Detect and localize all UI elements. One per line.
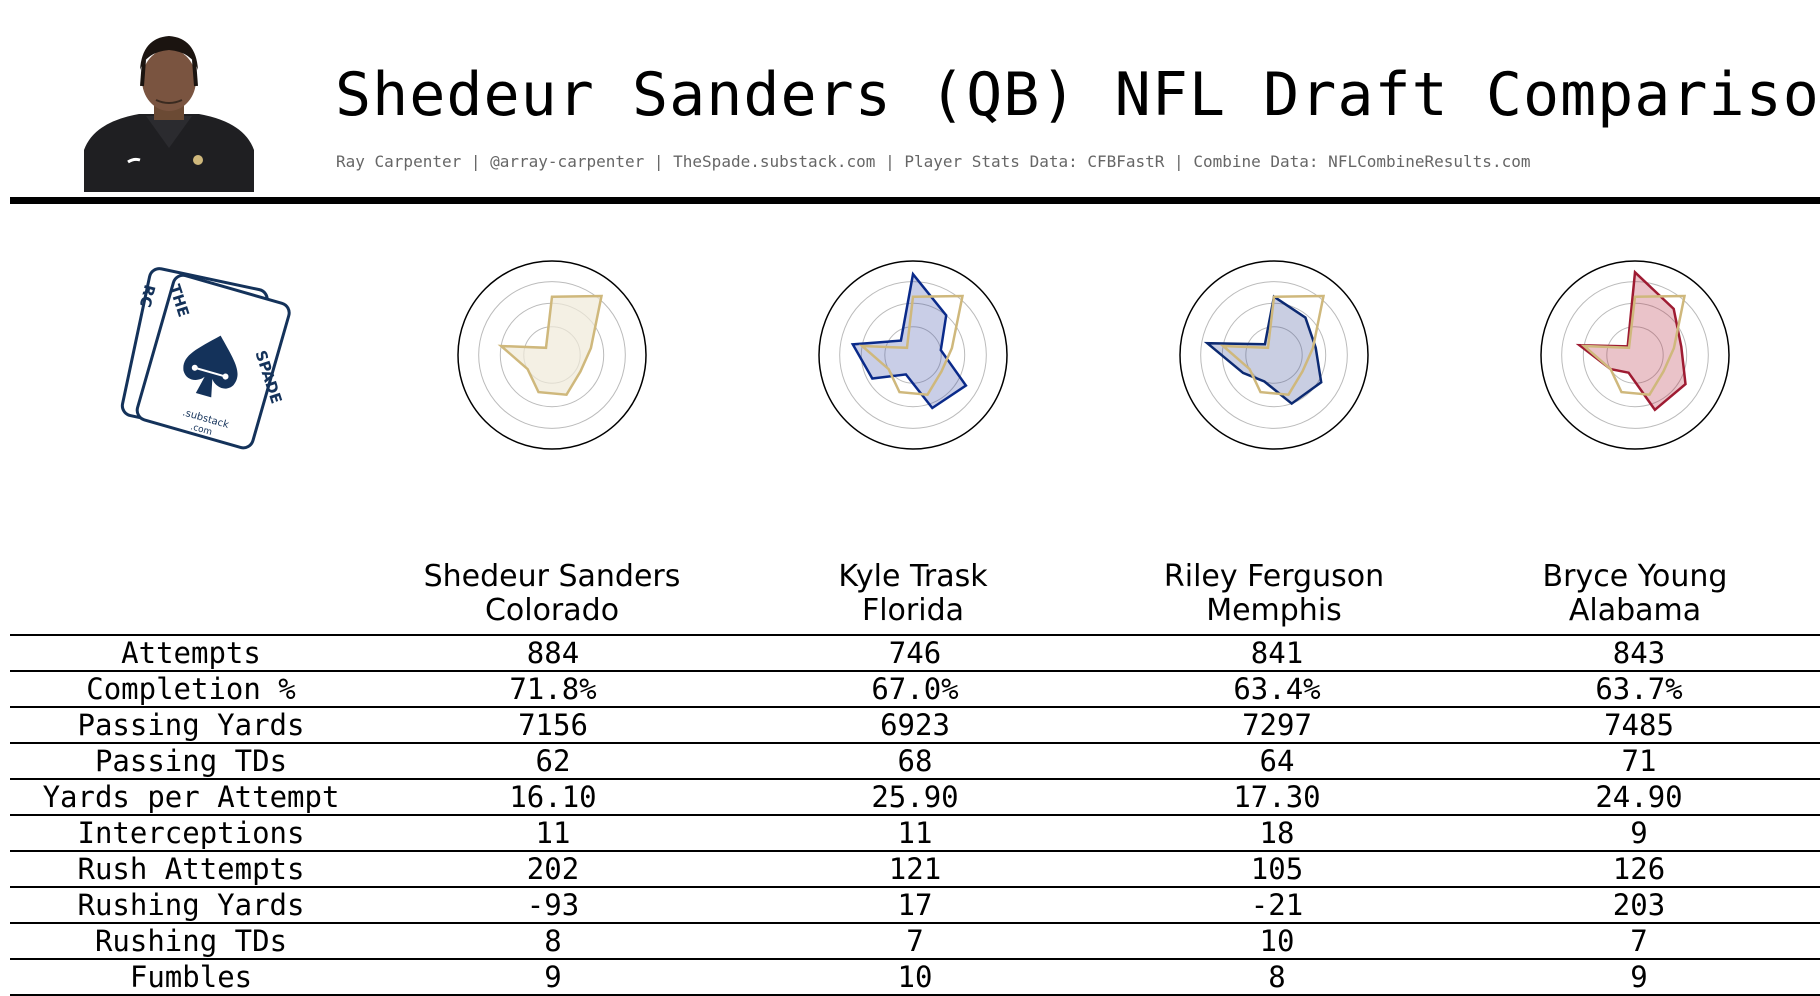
radar-series-sanders bbox=[1219, 294, 1326, 397]
table-row: Rushing Yards -93 17 -21 203 bbox=[10, 887, 1820, 924]
table-cell: 746 bbox=[734, 634, 1096, 672]
radar-outline bbox=[457, 260, 647, 450]
player-school: Memphis bbox=[1206, 593, 1342, 628]
table-cell: 18 bbox=[1096, 815, 1458, 852]
table-cell: 62 bbox=[372, 743, 734, 780]
table-cell: 7156 bbox=[372, 707, 734, 744]
table-cell: 841 bbox=[1096, 634, 1458, 672]
table-cell: 10 bbox=[1096, 923, 1458, 960]
table-cell: -93 bbox=[372, 887, 734, 924]
radar-series-sanders bbox=[497, 294, 604, 397]
table-cell: 7297 bbox=[1096, 707, 1458, 744]
table-cell: 7 bbox=[1458, 923, 1820, 960]
table-row: Yards per Attempt 16.10 25.90 17.30 24.90 bbox=[10, 779, 1820, 816]
table-cell: 67.0% bbox=[734, 671, 1096, 708]
player-school: Colorado bbox=[484, 593, 620, 628]
table-cell: 25.90 bbox=[734, 779, 1096, 816]
column-header-sanders: Shedeur Sanders Colorado bbox=[372, 560, 732, 628]
row-label: Rush Attempts bbox=[10, 851, 372, 888]
table-cell: 17 bbox=[734, 887, 1096, 924]
table-row: Completion % 71.8% 67.0% 63.4% 63.7% bbox=[10, 671, 1820, 708]
table-cell: 843 bbox=[1458, 634, 1820, 672]
table-cell: 71.8% bbox=[372, 671, 734, 708]
column-header-trask: Kyle Trask Florida bbox=[733, 560, 1093, 628]
row-label: Rushing Yards bbox=[10, 887, 372, 924]
player-school: Alabama bbox=[1568, 593, 1702, 628]
player-name: Kyle Trask bbox=[838, 559, 988, 594]
row-label: Fumbles bbox=[10, 959, 372, 996]
radar-gridline bbox=[1245, 326, 1303, 384]
table-cell: 8 bbox=[372, 923, 734, 960]
table-row: Attempts 884 746 841 843 bbox=[10, 634, 1820, 672]
table-cell: 10 bbox=[734, 959, 1096, 996]
table-cell: 202 bbox=[372, 851, 734, 888]
header-divider bbox=[10, 197, 1820, 204]
radar-series-sanders bbox=[1580, 294, 1687, 397]
radar-gridline bbox=[478, 281, 626, 429]
table-cell: 71 bbox=[1458, 743, 1820, 780]
the-spade-logo: RC THE SPADE .substack .com bbox=[112, 255, 292, 455]
player-school: Florida bbox=[861, 593, 965, 628]
table-cell: 11 bbox=[734, 815, 1096, 852]
radar-outline bbox=[1179, 260, 1369, 450]
page-subtitle: Ray Carpenter | @array-carpenter | TheSp… bbox=[336, 152, 1531, 171]
row-label: Attempts bbox=[10, 634, 372, 672]
table-cell: 9 bbox=[1458, 959, 1820, 996]
stats-table: Attempts 884 746 841 843 Completion % 71.8% 67.… bbox=[10, 634, 1820, 996]
radar-gridline bbox=[839, 281, 987, 429]
radar-chart-trask bbox=[818, 260, 1008, 450]
table-cell: 203 bbox=[1458, 887, 1820, 924]
table-row: Passing TDs 62 68 64 71 bbox=[10, 743, 1820, 780]
row-label: Completion % bbox=[10, 671, 372, 708]
table-cell: 64 bbox=[1096, 743, 1458, 780]
table-cell: 68 bbox=[734, 743, 1096, 780]
table-row: Rush Attempts 202 121 105 126 bbox=[10, 851, 1820, 888]
table-cell: 11 bbox=[372, 815, 734, 852]
row-label: Rushing TDs bbox=[10, 923, 372, 960]
table-cell: 24.90 bbox=[1458, 779, 1820, 816]
column-header-ferguson: Riley Ferguson Memphis bbox=[1094, 560, 1454, 628]
table-cell: 63.7% bbox=[1458, 671, 1820, 708]
table-cell: 17.30 bbox=[1096, 779, 1458, 816]
table-cell: 16.10 bbox=[372, 779, 734, 816]
radar-outline bbox=[1540, 260, 1730, 450]
table-cell: -21 bbox=[1096, 887, 1458, 924]
player-name: Shedeur Sanders bbox=[423, 559, 681, 594]
logo-letters-rc: RC bbox=[136, 283, 159, 309]
table-cell: 8 bbox=[1096, 959, 1458, 996]
radar-chart-young bbox=[1540, 260, 1730, 450]
table-cell: 7 bbox=[734, 923, 1096, 960]
table-cell: 6923 bbox=[734, 707, 1096, 744]
table-cell: 105 bbox=[1096, 851, 1458, 888]
table-row: Interceptions 11 11 18 9 bbox=[10, 815, 1820, 852]
table-cell: 9 bbox=[372, 959, 734, 996]
stats-table-body: Attempts 884 746 841 843 Completion % 71.8% 67.… bbox=[10, 634, 1820, 996]
table-row: Passing Yards 7156 6923 7297 7485 bbox=[10, 707, 1820, 744]
radar-outline bbox=[818, 260, 1008, 450]
table-row: Rushing TDs 8 7 10 7 bbox=[10, 923, 1820, 960]
table-cell: 9 bbox=[1458, 815, 1820, 852]
table-cell: 7485 bbox=[1458, 707, 1820, 744]
row-label: Yards per Attempt bbox=[10, 779, 372, 816]
row-label: Passing Yards bbox=[10, 707, 372, 744]
table-cell: 126 bbox=[1458, 851, 1820, 888]
page-title: Shedeur Sanders (QB) NFL Draft Compariso… bbox=[335, 60, 1820, 130]
player-photo bbox=[84, 30, 254, 192]
player-name: Bryce Young bbox=[1542, 559, 1728, 594]
column-header-young: Bryce Young Alabama bbox=[1455, 560, 1815, 628]
radar-chart-ferguson bbox=[1179, 260, 1369, 450]
table-cell: 121 bbox=[734, 851, 1096, 888]
radar-series-comparison bbox=[850, 271, 968, 410]
radar-chart-sanders bbox=[457, 260, 647, 450]
player-name: Riley Ferguson bbox=[1163, 559, 1385, 594]
table-cell: 884 bbox=[372, 634, 734, 672]
row-label: Interceptions bbox=[10, 815, 372, 852]
radar-series-sanders bbox=[858, 294, 965, 397]
radar-gridline bbox=[1200, 281, 1348, 429]
table-row: Fumbles 9 10 8 9 bbox=[10, 959, 1820, 996]
table-cell: 63.4% bbox=[1096, 671, 1458, 708]
row-label: Passing TDs bbox=[10, 743, 372, 780]
